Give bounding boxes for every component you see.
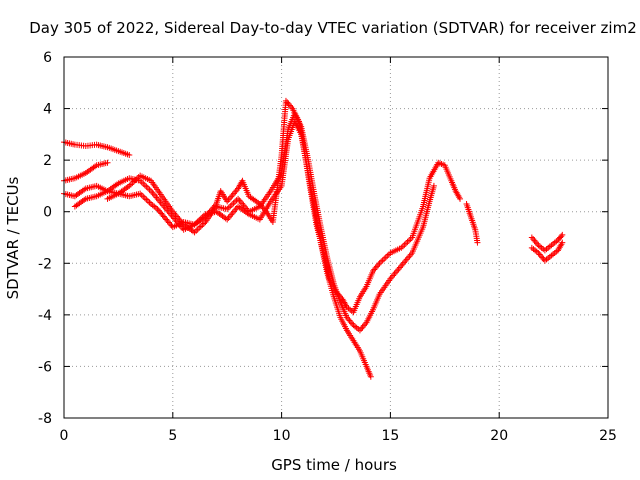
data-point — [104, 159, 111, 166]
data-point-fill — [537, 253, 544, 260]
data-point — [528, 234, 535, 241]
y-tick-label: -4 — [38, 308, 52, 324]
y-tick-label: 6 — [43, 50, 52, 66]
y-tick-label: -2 — [38, 256, 52, 272]
data-point-fill — [382, 254, 389, 261]
data-point-fill — [144, 185, 151, 192]
data-point-fill — [558, 233, 565, 240]
x-tick-label: 10 — [273, 428, 291, 444]
data-point — [559, 231, 566, 238]
data-point-fill — [140, 180, 147, 187]
series-group — [528, 231, 566, 254]
data-point-fill — [379, 257, 386, 264]
y-tick-label: -6 — [38, 359, 52, 375]
series-group — [61, 159, 111, 184]
data-point-fill — [143, 196, 150, 203]
data-point-fill — [347, 319, 354, 326]
x-tick-label: 0 — [60, 428, 69, 444]
series-group — [528, 239, 566, 264]
data-point-fill — [231, 198, 238, 205]
x-tick-label: 5 — [168, 428, 177, 444]
data-point-fill — [401, 241, 408, 248]
data-point-fill — [162, 214, 169, 221]
data-point-fill — [372, 264, 379, 271]
data-point-fill — [384, 252, 391, 259]
data-point-fill — [193, 227, 200, 234]
data-point — [559, 239, 566, 246]
data-point-fill — [358, 325, 365, 332]
data-point-fill — [378, 258, 385, 265]
grid — [64, 57, 608, 418]
data-point — [474, 239, 481, 246]
data-point-fill — [143, 183, 150, 190]
y-tick-label: -8 — [38, 411, 52, 427]
data-point-fill — [404, 238, 411, 245]
data-point-fill — [141, 182, 148, 189]
data-point-fill — [197, 223, 204, 230]
data-point-fill — [532, 239, 539, 246]
x-axis-label: GPS time / hours — [271, 456, 397, 474]
data-point — [367, 373, 374, 380]
series-group — [71, 118, 374, 380]
data-point-fill — [225, 204, 232, 211]
data-point-fill — [381, 255, 388, 262]
data-point-fill — [349, 320, 356, 327]
data-point-fill — [138, 192, 145, 199]
x-tick-label: 25 — [599, 428, 617, 444]
data-point-fill — [373, 263, 380, 270]
y-tick-label: 0 — [43, 205, 52, 221]
y-tick-label: 2 — [43, 153, 52, 169]
data-point — [457, 195, 464, 202]
data-point-fill — [346, 317, 353, 324]
data-point-fill — [196, 224, 203, 231]
series-group — [61, 139, 133, 158]
y-tick-label: 4 — [43, 102, 52, 118]
data-point-fill — [530, 236, 537, 243]
plot-frame — [63, 56, 609, 419]
data-point-fill — [146, 199, 153, 206]
y-axis-label: SDTVAR / TECUs — [4, 176, 22, 299]
series-group — [104, 110, 437, 334]
data-point-fill — [144, 198, 151, 205]
series-group — [463, 200, 481, 246]
data-point-fill — [402, 240, 409, 247]
data-point — [430, 182, 437, 189]
data-point-fill — [406, 237, 413, 244]
data-point-fill — [141, 195, 148, 202]
data-point-fill — [360, 322, 367, 329]
data-point-fill — [230, 200, 237, 207]
data-point-fill — [285, 100, 292, 107]
data-point — [126, 151, 133, 158]
data-point-fill — [536, 251, 543, 258]
x-tick-label: 15 — [381, 428, 399, 444]
data-point-fill — [146, 186, 153, 193]
data-point-fill — [228, 201, 235, 208]
data-point — [376, 260, 383, 267]
axis-ticks: 0 5 10 15 20 25 -8 -6 -4 -2 0 2 4 6 — [38, 50, 617, 444]
data-point-fill — [531, 237, 538, 244]
chart-title: Day 305 of 2022, Sidereal Day-to-day VTE… — [29, 19, 637, 37]
data-points — [61, 97, 566, 380]
x-tick-label: 20 — [490, 428, 508, 444]
data-point-fill — [534, 240, 541, 247]
data-point-fill — [165, 219, 172, 226]
data-point-fill — [375, 261, 382, 268]
